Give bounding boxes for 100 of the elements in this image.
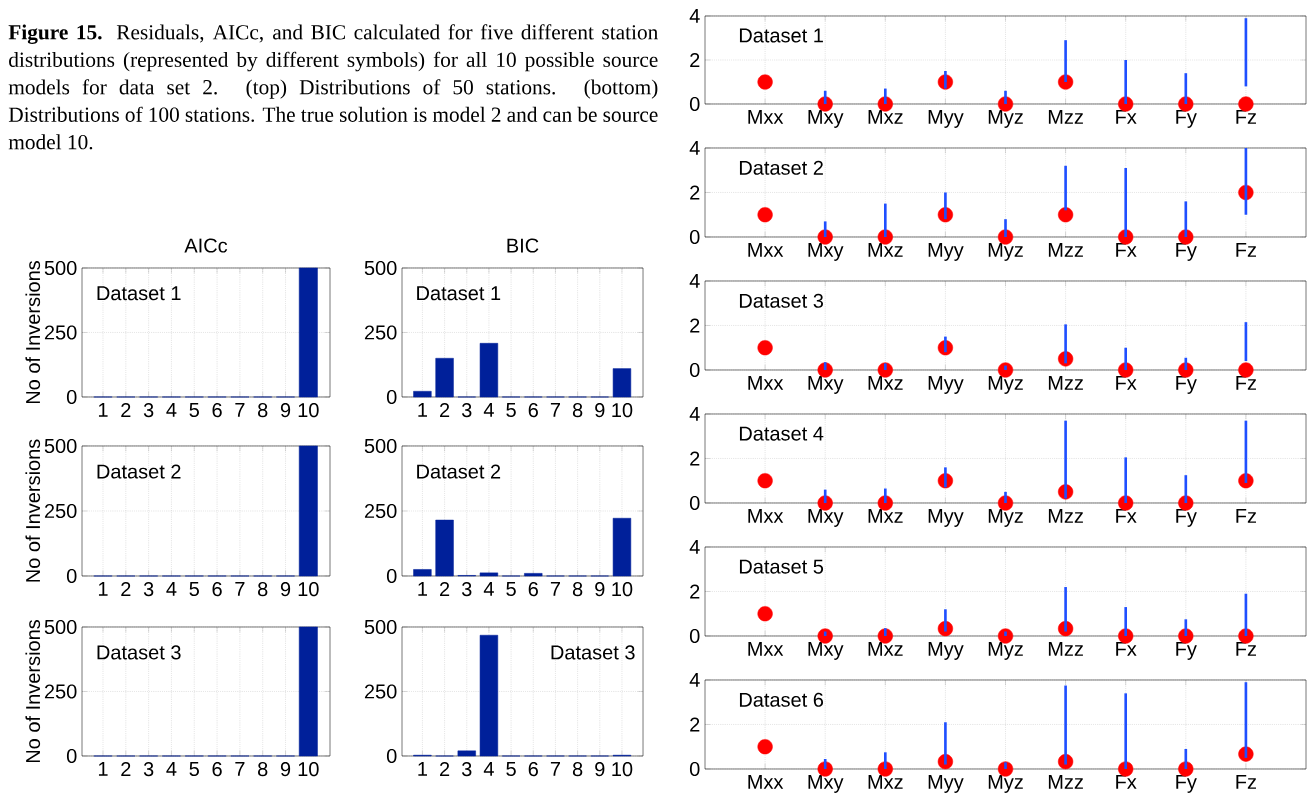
- x-tick-label: 7: [550, 762, 560, 776]
- x-tick-label: 4: [483, 403, 494, 417]
- bar: [883, 363, 887, 370]
- y-tick-label: 4: [689, 274, 700, 288]
- x-tick-label: Fz: [1236, 376, 1257, 390]
- bar: [457, 750, 476, 757]
- x-tick-label: 2: [121, 582, 131, 596]
- x-tick-label: 4: [166, 582, 177, 596]
- x-tick-label: Myy: [928, 775, 964, 793]
- x-tick-label: Myz: [988, 509, 1023, 527]
- bar: [1004, 491, 1007, 503]
- x-tick-label: Myy: [928, 509, 964, 527]
- x-tick-label: 3: [461, 403, 472, 418]
- bar: [1184, 357, 1188, 370]
- bar: [1064, 324, 1067, 364]
- x-tick-label: Fx: [1116, 509, 1137, 523]
- annotation: Dataset 1: [97, 286, 181, 301]
- x-tick-label: 8: [572, 762, 583, 777]
- annotation: Dataset 4: [739, 426, 824, 441]
- chart-title: AICc: [184, 238, 228, 253]
- x-tick-label: Mxx: [748, 110, 784, 124]
- annotation: Dataset 1: [417, 286, 501, 301]
- x-tick-label: 8: [258, 403, 268, 418]
- x-tick-label: Mzz: [1048, 376, 1083, 390]
- x-tick-label: Fx: [1116, 376, 1137, 390]
- x-tick-label: 10: [298, 762, 319, 777]
- bar: [1064, 685, 1067, 765]
- x-tick-label: Fz: [1236, 110, 1257, 124]
- x-tick-label: Myy: [928, 243, 964, 261]
- x-tick-label: Mxz: [868, 642, 903, 656]
- annotation: Dataset 3: [97, 645, 181, 660]
- y-tick-label: 0: [689, 96, 700, 112]
- bar: [823, 631, 827, 636]
- bar: [435, 519, 454, 577]
- x-tick-label: Mxx: [748, 376, 784, 390]
- bar: [435, 358, 454, 398]
- y-tick-label: 4: [689, 141, 700, 155]
- x-tick-label: 10: [612, 403, 633, 418]
- x-tick-label: 7: [235, 403, 245, 417]
- y-tick-label: 500: [364, 438, 397, 454]
- x-tick-label: Fy: [1176, 243, 1197, 261]
- x-tick-label: 10: [612, 582, 633, 597]
- y-tick-label: 2: [690, 717, 700, 732]
- x-tick-label: 10: [298, 582, 319, 597]
- x-tick-label: 9: [595, 582, 605, 597]
- x-tick-label: 3: [143, 582, 154, 597]
- x-tick-label: Fx: [1116, 243, 1137, 257]
- bar: [413, 569, 432, 577]
- x-tick-label: 3: [143, 403, 154, 418]
- y-tick-label: 0: [689, 362, 700, 378]
- bar: [1124, 457, 1128, 503]
- bar: [944, 609, 947, 632]
- bar: [1064, 587, 1067, 632]
- y-tick-label: 500: [364, 619, 397, 635]
- x-tick-label: Fz: [1236, 642, 1257, 656]
- x-tick-label: 10: [298, 403, 319, 418]
- x-tick-label: 9: [280, 403, 291, 418]
- bar: [823, 758, 827, 769]
- x-tick-label: Fz: [1236, 509, 1257, 523]
- x-tick-label: Mxz: [868, 376, 903, 390]
- y-tick-label: 0: [689, 495, 700, 511]
- x-tick-label: 5: [189, 403, 199, 417]
- x-tick-label: 1: [98, 403, 108, 417]
- x-tick-label: Mxy: [808, 110, 844, 128]
- bar: [479, 572, 499, 577]
- point: [757, 340, 773, 356]
- point: [757, 473, 773, 489]
- x-tick-label: 7: [550, 582, 560, 596]
- x-tick-label: 1: [418, 403, 427, 417]
- x-tick-label: Mxx: [748, 509, 784, 523]
- x-tick-label: 3: [461, 582, 472, 597]
- annotation: Dataset 6: [739, 692, 824, 707]
- y-tick-label: 500: [44, 260, 77, 276]
- bar: [823, 90, 827, 104]
- point: [757, 606, 773, 622]
- x-tick-label: 2: [440, 403, 450, 417]
- y-tick-label: 0: [689, 761, 700, 777]
- x-tick-label: Mxz: [868, 509, 903, 523]
- x-tick-label: Mzz: [1048, 243, 1083, 257]
- bar: [823, 489, 827, 503]
- x-tick-label: 8: [258, 762, 268, 777]
- x-tick-label: Mxy: [808, 243, 844, 261]
- x-tick-label: 2: [121, 762, 131, 776]
- x-tick-label: 7: [550, 403, 560, 417]
- bar: [1004, 90, 1007, 104]
- y-axis-title: No of Inversions: [25, 620, 41, 763]
- bar: [1184, 748, 1188, 769]
- x-tick-label: 5: [189, 762, 199, 776]
- x-tick-label: 1: [418, 582, 427, 596]
- bar: [944, 722, 947, 765]
- bar: [823, 221, 827, 237]
- x-tick-label: 6: [212, 762, 222, 777]
- x-tick-label: 6: [528, 762, 538, 777]
- bar: [1184, 73, 1188, 104]
- y-axis-title: No of Inversions: [25, 439, 41, 582]
- bar: [1004, 219, 1007, 237]
- annotation: Dataset 2: [417, 464, 501, 479]
- bar: [1184, 201, 1188, 237]
- bar: [1124, 168, 1128, 237]
- bar: [1124, 59, 1128, 104]
